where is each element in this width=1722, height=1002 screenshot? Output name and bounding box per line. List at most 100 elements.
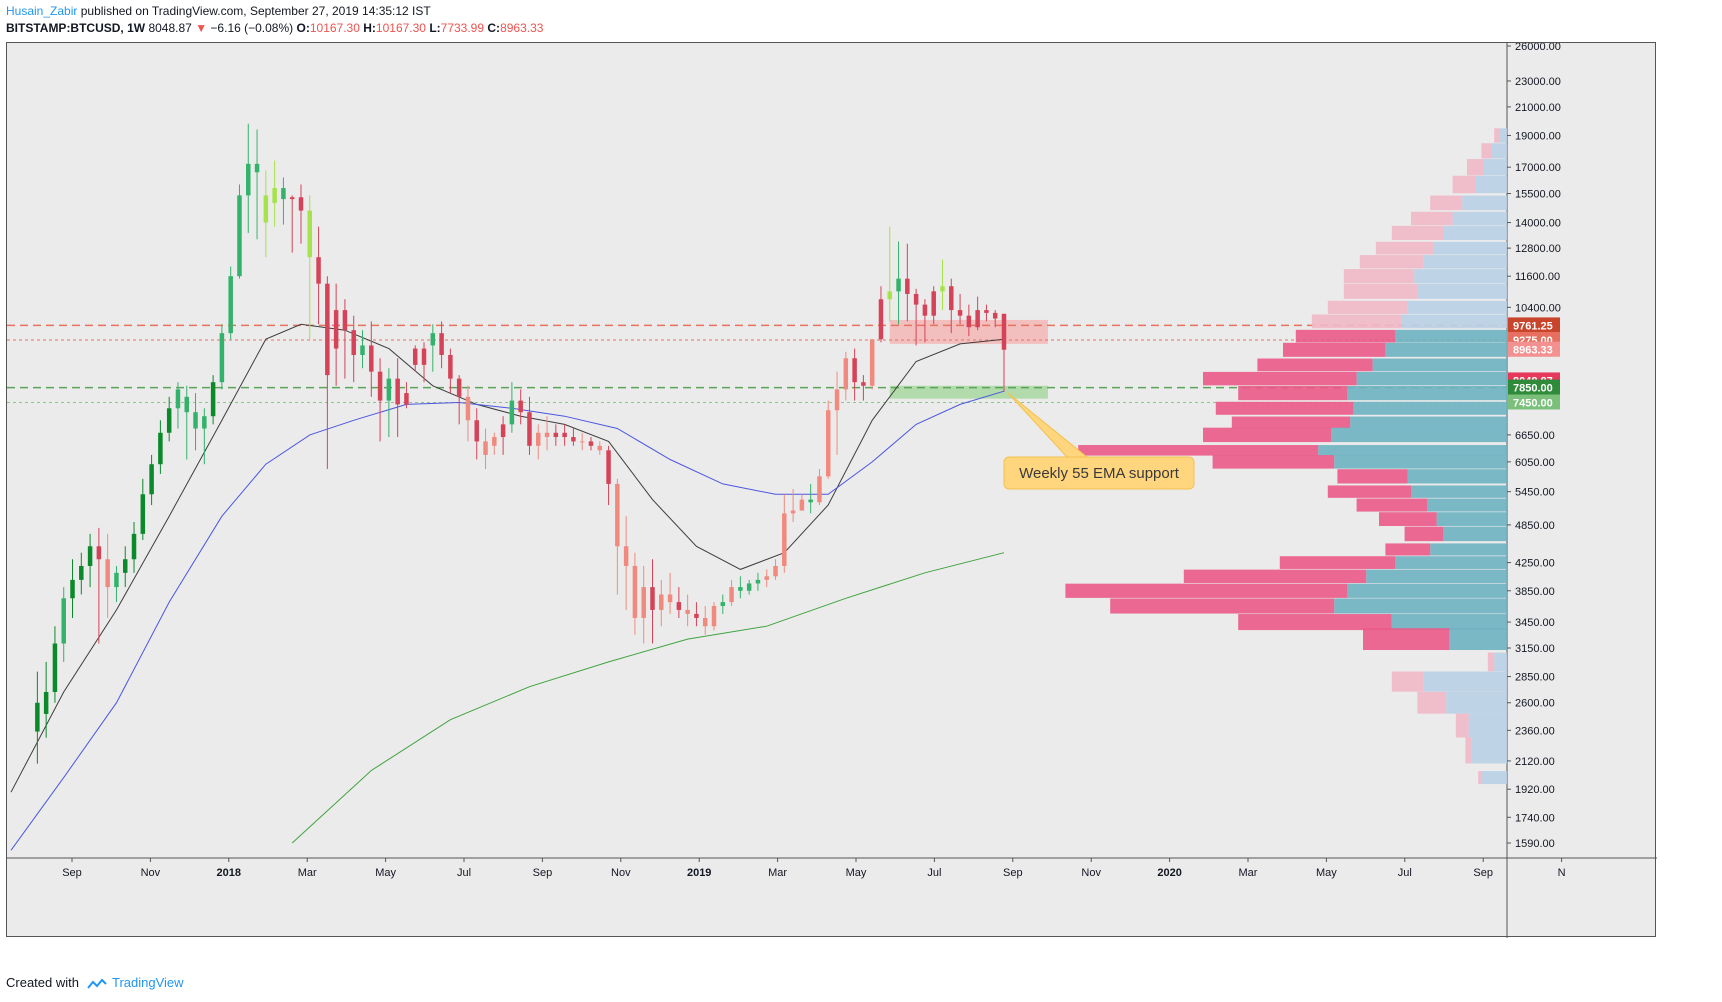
candle-body [861, 382, 866, 386]
price-label-box [1508, 379, 1560, 395]
candle-body [96, 546, 102, 560]
volume-profile-buy-bar [1401, 314, 1507, 329]
y-tick-label: 3150.00 [1515, 643, 1555, 655]
candle-body [377, 371, 383, 401]
candle-body [114, 572, 119, 588]
volume-profile-sell-bar [1404, 526, 1443, 542]
candle-body [140, 494, 146, 534]
volume-profile-sell-bar [1385, 543, 1431, 556]
volume-profile-buy-bar [1353, 401, 1507, 415]
candle-body [289, 197, 295, 200]
volume-profile-sell-bar [1065, 583, 1347, 598]
volume-profile-sell-bar [1279, 556, 1395, 569]
candle-body [992, 312, 998, 319]
volume-profile-sell-bar [1363, 628, 1450, 651]
candle-body [254, 163, 260, 173]
volume-profile-buy-bar [1481, 771, 1507, 785]
candle-body [298, 197, 304, 211]
x-tick-label: Mar [298, 867, 317, 879]
author-link[interactable]: Husain_Zabir [6, 4, 78, 18]
candle-body [474, 420, 479, 442]
candle-body [579, 441, 585, 443]
y-tick-label: 21000.00 [1515, 102, 1561, 114]
price-label: 8963.33 [1513, 345, 1553, 357]
volume-profile-buy-bar [1423, 255, 1507, 269]
volume-profile-buy-bar [1462, 195, 1507, 211]
callout-text: Weekly 55 EMA support [1019, 465, 1180, 482]
volume-profile-buy-bar [1414, 269, 1507, 284]
candle-body [430, 333, 436, 346]
volume-profile-buy-bar [1468, 713, 1507, 738]
candle-body [448, 354, 453, 379]
volume-profile-sell-bar [1494, 128, 1499, 143]
x-tick-label: May [846, 867, 867, 879]
candle-body [307, 210, 313, 258]
candle-body [500, 424, 506, 438]
candle-body [878, 299, 884, 340]
volume-profile-buy-bar [1347, 385, 1507, 401]
volume-profile-buy-bar [1395, 329, 1507, 343]
candle-body [799, 499, 805, 511]
volume-profile-buy-bar [1391, 614, 1507, 631]
symbol-name: BITSTAMP:BTCUSD, 1W [6, 21, 146, 35]
candle-body [966, 315, 972, 328]
candle-body [342, 310, 348, 331]
candle-body [395, 378, 400, 405]
candle-body [228, 276, 233, 334]
candle-body [79, 565, 84, 580]
candle-body [52, 643, 58, 692]
price-chart[interactable]: 26000.00 23000.00 21000.00 19000.00 17000.00… [7, 43, 1657, 938]
volume-profile-sell-bar [1295, 329, 1395, 343]
footer: Created with TradingView [6, 975, 184, 990]
published-text: published on TradingView.com, September … [80, 4, 431, 18]
tradingview-link[interactable]: TradingView [112, 975, 184, 990]
volume-profile-sell-bar [1359, 255, 1424, 269]
candle-body [404, 393, 409, 405]
x-tick-label: Nov [611, 867, 631, 879]
y-tick-label: 1740.00 [1515, 812, 1555, 824]
volume-profile-sell-bar [1203, 427, 1331, 443]
y-tick-label: 2120.00 [1515, 756, 1555, 768]
candle-body [483, 441, 488, 455]
volume-profile-sell-bar [1257, 358, 1373, 372]
chart-area[interactable]: 26000.00 23000.00 21000.00 19000.00 17000.00… [6, 42, 1657, 938]
candle-body [817, 476, 822, 503]
candle-body [711, 605, 717, 627]
volume-profile-buy-bar [1318, 445, 1507, 456]
candle-body [825, 410, 831, 477]
close-value: 8963.33 [500, 21, 544, 35]
y-tick-label: 6050.00 [1515, 457, 1555, 469]
price-label: 7850.00 [1513, 383, 1553, 395]
volume-profile-sell-bar [1283, 342, 1386, 357]
candle-body [210, 382, 216, 417]
volume-profile-sell-bar [1203, 371, 1357, 386]
candle-body [905, 278, 910, 294]
volume-profile-buy-bar [1475, 175, 1507, 194]
x-tick-label: Jul [457, 867, 471, 879]
candle-body [597, 445, 603, 451]
volume-profile-buy-bar [1366, 569, 1507, 584]
volume-profile-buy-bar [1395, 556, 1507, 569]
volume-profile-buy-bar [1433, 241, 1507, 255]
y-tick-label: 3850.00 [1515, 586, 1555, 598]
volume-profile-buy-bar [1385, 342, 1507, 357]
open-label: O: [296, 21, 310, 35]
candle-body [421, 348, 427, 365]
price-label-box [1508, 317, 1560, 333]
y-tick-label: 19000.00 [1515, 130, 1561, 142]
volume-profile-buy-bar [1372, 358, 1507, 372]
price-change: −6.16 (−0.08%) [210, 21, 294, 35]
volume-profile-sell-bar [1231, 416, 1351, 429]
volume-profile-buy-bar [1407, 300, 1507, 314]
volume-profile-sell-bar [1481, 143, 1491, 159]
candle-body [641, 587, 646, 618]
candle-body [588, 441, 594, 446]
candle-body [949, 286, 954, 311]
volume-profile-sell-bar [1375, 241, 1434, 255]
volume-profile-sell-bar [1391, 671, 1424, 692]
volume-profile-sell-bar [1183, 569, 1367, 584]
volume-profile-buy-bar [1499, 128, 1507, 143]
down-arrow-icon: ▼ [195, 21, 208, 35]
candle-body [149, 464, 154, 495]
candle-body [922, 304, 928, 316]
